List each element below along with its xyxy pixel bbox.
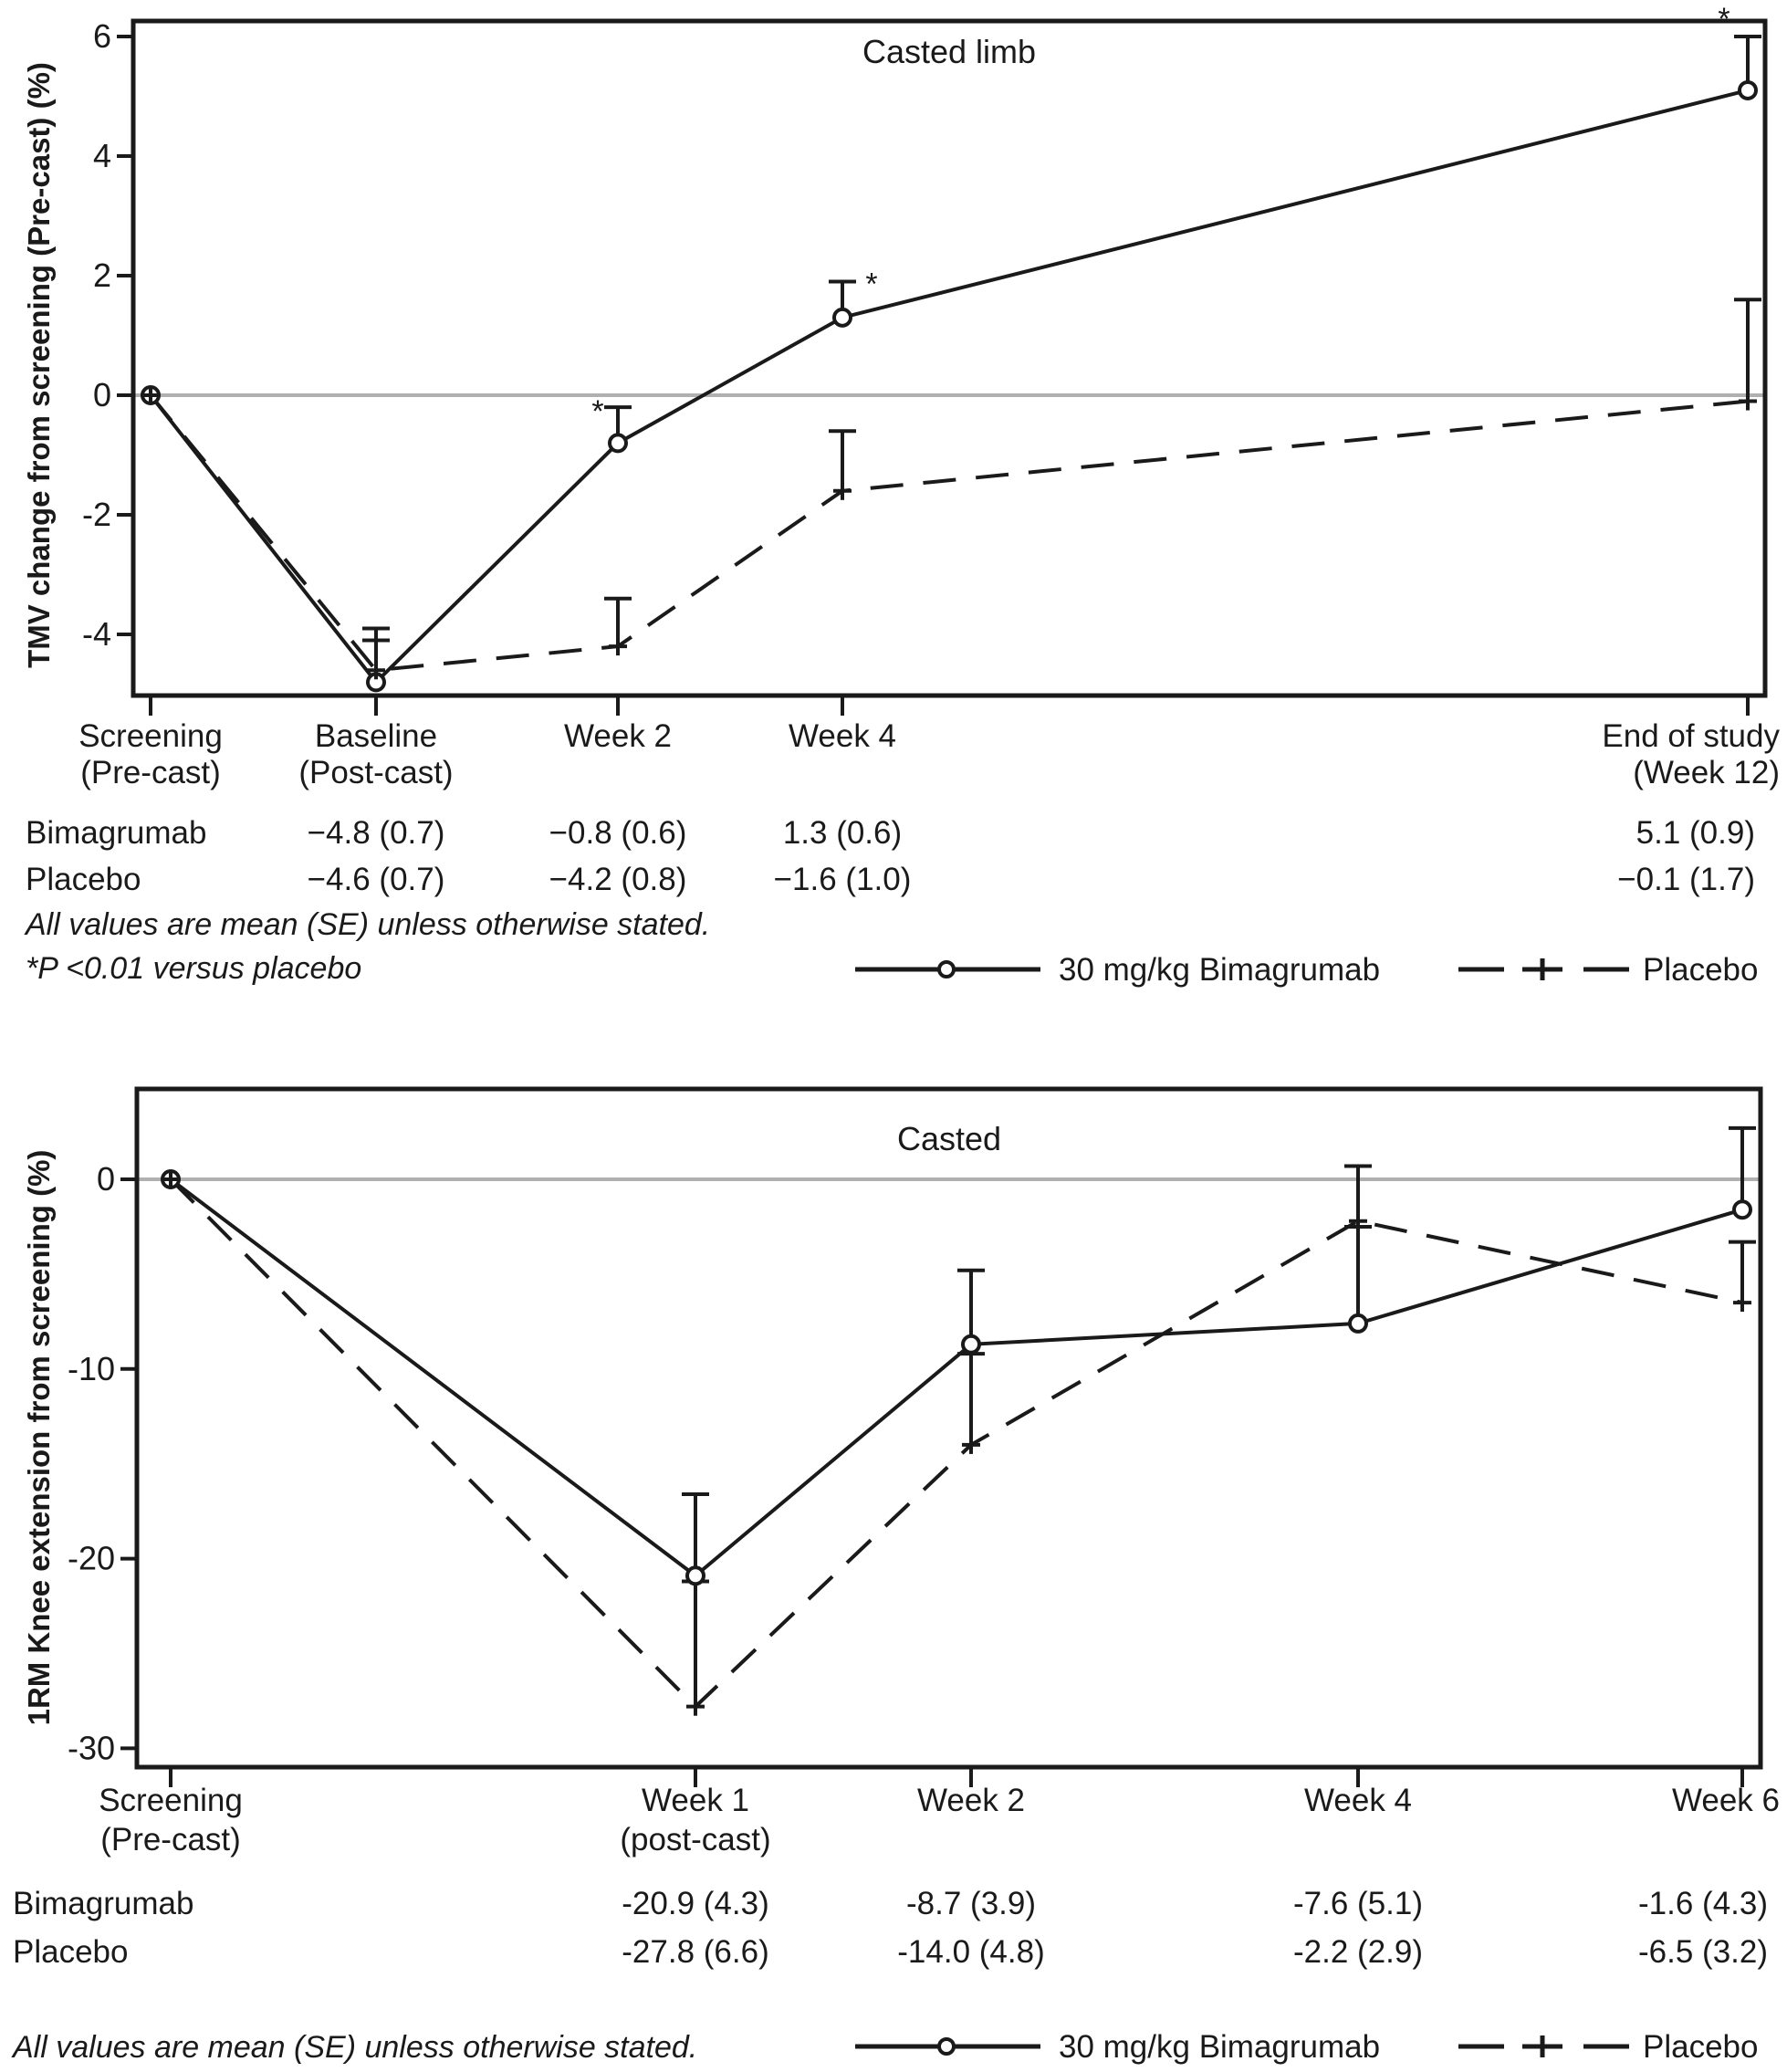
- placebo-point: [833, 481, 852, 500]
- y-tick-label: 2: [93, 256, 111, 294]
- panel-title: Casted: [897, 1120, 1001, 1157]
- y-axis-title: 1RM Knee extension from screening (%): [22, 1150, 56, 1726]
- table-cell: -1.6 (4.3): [1638, 1886, 1768, 1921]
- bimagrumab-point: [685, 1565, 705, 1586]
- table-cell: -20.9 (4.3): [622, 1886, 768, 1921]
- footnote: All values are mean (SE) unless otherwis…: [24, 907, 710, 942]
- table-cell: 1.3 (0.6): [783, 815, 902, 851]
- y-tick-label: -30: [68, 1729, 115, 1766]
- table-row-label-placebo: Placebo: [13, 1934, 128, 1970]
- table-cell: -8.7 (3.9): [906, 1886, 1036, 1921]
- legend-circle-marker-icon: [937, 2037, 956, 2056]
- x-category-label: Screening: [78, 718, 223, 754]
- y-tick-label: -20: [68, 1540, 115, 1577]
- y-tick-label: 0: [97, 1160, 115, 1198]
- table-cell: −1.6 (1.0): [774, 862, 912, 897]
- bimagrumab-point: [1348, 1313, 1368, 1334]
- x-category-label: Week 2: [917, 1783, 1025, 1818]
- placebo-line: [169, 1177, 1743, 1710]
- y-tick-label: 0: [93, 376, 111, 413]
- table-cell: −4.8 (0.7): [308, 815, 445, 851]
- placebo-point: [1349, 1211, 1367, 1230]
- y-axis-title: TMV change from screening (Pre-cast) (%): [22, 62, 56, 668]
- table-cell: -2.2 (2.9): [1293, 1934, 1423, 1970]
- x-category-label: Baseline: [315, 718, 437, 754]
- table-cell: 5.1 (0.9): [1636, 815, 1755, 851]
- legend-label: Placebo: [1643, 952, 1758, 988]
- bimagrumab-line: [169, 1177, 1743, 1578]
- bimagrumab-point: [1738, 79, 1758, 100]
- bimagrumab-line: [149, 89, 1749, 685]
- y-tick-label: -4: [82, 615, 111, 653]
- legend-label: Placebo: [1643, 2029, 1758, 2065]
- panel-title: Casted limb: [862, 33, 1036, 70]
- y-tick-label: -10: [68, 1350, 115, 1387]
- plot-frame: [134, 1086, 1763, 1770]
- legend-circle-marker-icon: [937, 960, 956, 978]
- table-cell: -27.8 (6.6): [622, 1934, 768, 1970]
- significance-star: *: [865, 267, 877, 302]
- placebo-point: [141, 386, 160, 404]
- x-category-label: Week 4: [1304, 1783, 1412, 1818]
- x-category-label: Week 2: [564, 718, 672, 754]
- placebo-point: [686, 1697, 705, 1716]
- legend-item-placebo: Placebo: [1458, 2029, 1758, 2065]
- significance-star: *: [591, 394, 603, 429]
- legend-label: 30 mg/kg Bimagrumab: [1059, 2029, 1380, 2065]
- table-cell: −0.8 (0.6): [549, 815, 687, 851]
- legend-item-bimagrumab: 30 mg/kg Bimagrumab: [855, 2029, 1380, 2065]
- footnote: *P <0.01 versus placebo: [26, 951, 361, 986]
- table-cell: −4.6 (0.7): [308, 862, 445, 897]
- y-tick-label: 4: [93, 137, 111, 174]
- placebo-line: [149, 393, 1749, 673]
- table-cell: -14.0 (4.8): [897, 1934, 1044, 1970]
- placebo-point: [1733, 1293, 1751, 1313]
- plot-frame: [131, 18, 1768, 698]
- table-row-label-bimagrumab: Bimagrumab: [13, 1886, 193, 1921]
- significance-star: *: [1718, 2, 1730, 37]
- table-row-label-placebo: Placebo: [26, 862, 141, 897]
- x-category-label: Screening: [99, 1783, 243, 1818]
- table-row-label-bimagrumab: Bimagrumab: [26, 815, 206, 851]
- x-category-label: End of study: [1602, 718, 1780, 754]
- bimagrumab-point: [832, 307, 852, 328]
- x-category-label: Week 4: [789, 718, 896, 754]
- knee-extension-panel: 0 -10 -20 -30 1RM Knee extension from screen…: [11, 1086, 1780, 2065]
- placebo-point: [962, 1435, 980, 1454]
- y-tick-label: -2: [82, 496, 111, 533]
- legend: 30 mg/kg Bimagrumab Placebo: [855, 2029, 1758, 2065]
- x-category-label: (Pre-cast): [80, 755, 221, 790]
- bimagrumab-point: [608, 433, 628, 454]
- bimagrumab-point: [1732, 1199, 1752, 1220]
- x-category-label: (post-cast): [620, 1822, 770, 1857]
- x-category-label: Week 1: [642, 1783, 749, 1818]
- x-category-label: (Post-cast): [298, 755, 453, 790]
- legend-item-placebo: Placebo: [1458, 952, 1758, 988]
- legend-item-bimagrumab: 30 mg/kg Bimagrumab: [855, 952, 1380, 988]
- placebo-point: [162, 1170, 180, 1188]
- placebo-point: [609, 637, 627, 656]
- y-tick-label: 6: [93, 17, 111, 55]
- table-cell: -7.6 (5.1): [1293, 1886, 1423, 1921]
- table-cell: −0.1 (1.7): [1617, 862, 1755, 897]
- legend-label: 30 mg/kg Bimagrumab: [1059, 952, 1380, 988]
- bimagrumab-point: [961, 1334, 981, 1355]
- x-category-label: (Pre-cast): [100, 1822, 241, 1857]
- table-cell: -6.5 (3.2): [1638, 1934, 1768, 1970]
- footnote: All values are mean (SE) unless otherwis…: [11, 2030, 697, 2065]
- tmv-panel: 6 4 2 0 -2 -4 TMV change from screening (Pre-c…: [22, 2, 1780, 988]
- x-category-label: Week 6: [1672, 1783, 1780, 1818]
- placebo-point: [1739, 392, 1757, 411]
- table-cell: −4.2 (0.8): [549, 862, 687, 897]
- placebo-point: [367, 661, 385, 680]
- legend: 30 mg/kg Bimagrumab Placebo: [855, 952, 1758, 988]
- x-category-label: (Week 12): [1633, 755, 1780, 790]
